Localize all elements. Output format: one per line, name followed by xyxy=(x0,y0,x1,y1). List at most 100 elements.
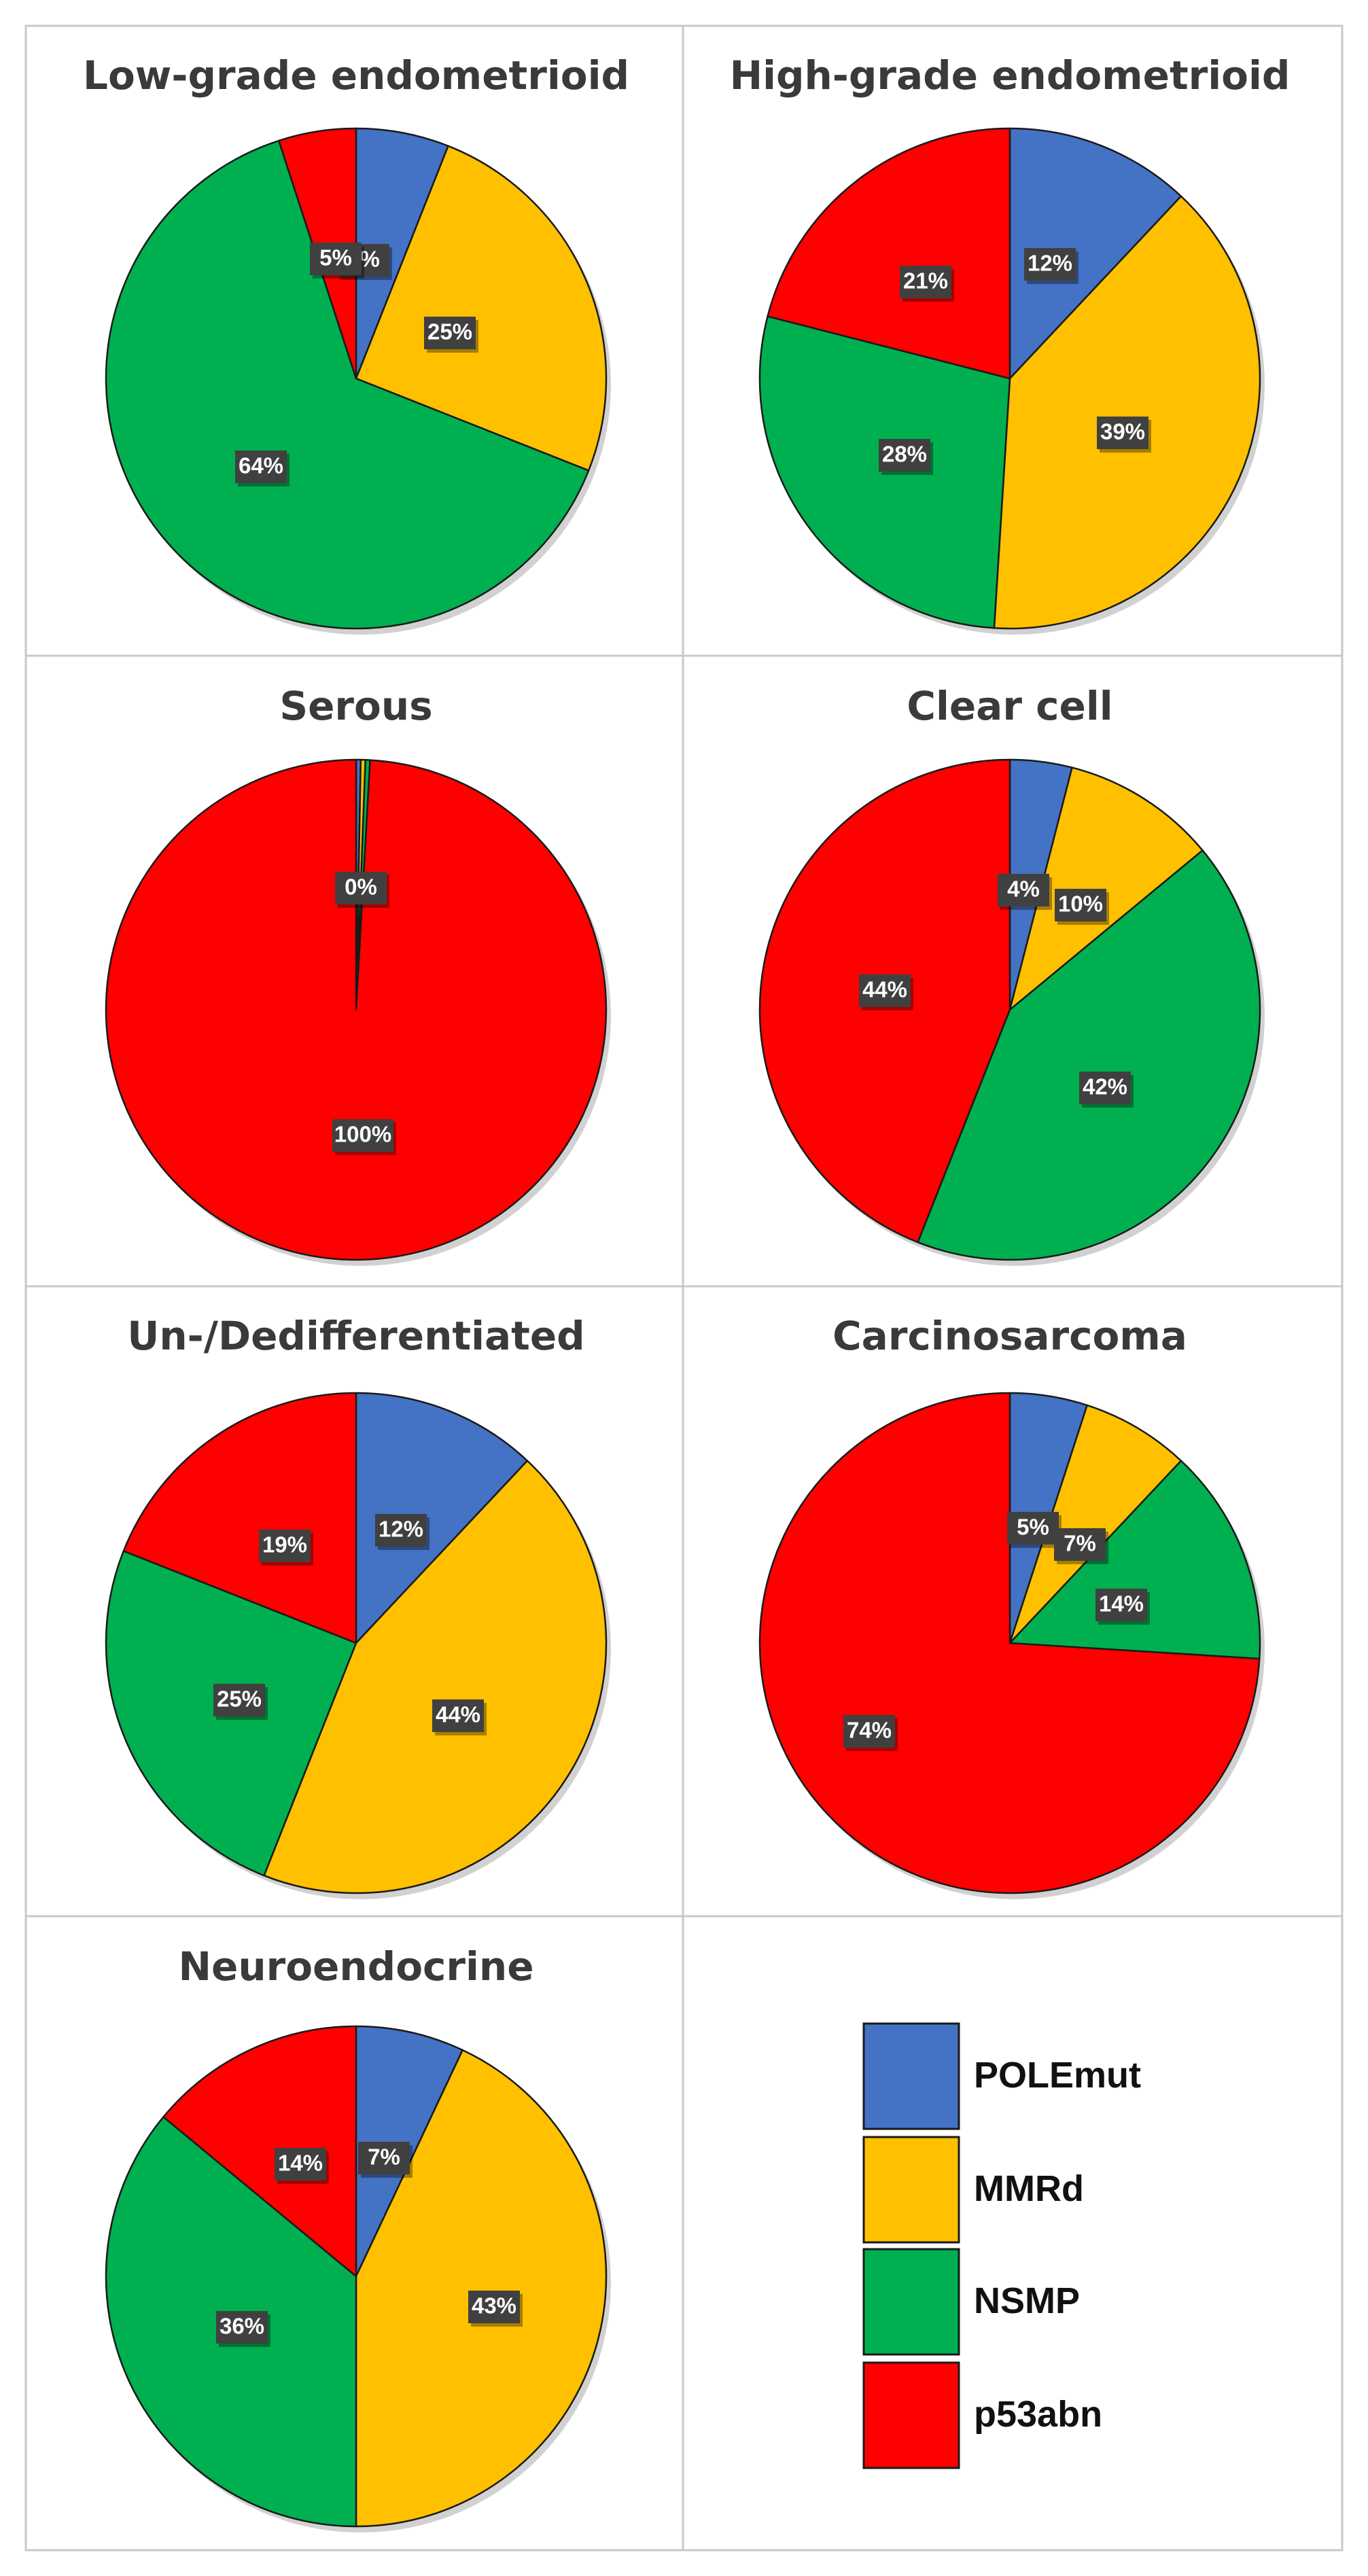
pie-data-label-text: 7% xyxy=(368,2145,400,2170)
pie-data-label-box xyxy=(1055,889,1106,921)
pie-slice-p53abn xyxy=(105,758,608,1261)
pie-data-label: 0% xyxy=(335,872,389,908)
legend-label: MMRd xyxy=(974,2168,1084,2209)
pie-slice-polemut xyxy=(355,127,449,380)
pie-slice-p53abn xyxy=(767,127,1011,380)
pie-data-label-box xyxy=(259,1530,311,1562)
pie-data-label: 25% xyxy=(424,317,478,353)
pie-data-label-text: 36% xyxy=(220,2314,264,2339)
pie-panel-4: Clear cell 4% 10% 42% 44% xyxy=(758,683,1265,1266)
pie-data-label-text: 43% xyxy=(472,2293,516,2318)
pie-panels: Low-grade endometrioid6%25%64%5%High-gra… xyxy=(83,52,1290,2533)
pie-data-label: 42% xyxy=(1079,1072,1134,1108)
pie-data-label-text: 74% xyxy=(847,1718,892,1743)
pie-panel-5: Un-/Dedifferentiated 12% 44% 25% 19% xyxy=(105,1313,611,1899)
pie-data-label-text: 4% xyxy=(1007,877,1040,902)
pie-data-label-box xyxy=(468,2291,520,2323)
pie-data-label-text: 44% xyxy=(436,1702,480,1727)
pie-slice-polemut xyxy=(1009,127,1182,380)
pie-data-label: 14% xyxy=(1095,1589,1150,1625)
legend-item-nsmp: NSMP xyxy=(862,2248,1080,2356)
pie-slice-p53abn xyxy=(122,1392,357,1644)
pie-data-label: 21% xyxy=(900,266,954,302)
pie-data-label-box xyxy=(1024,248,1076,281)
pie-data-label: 100% xyxy=(332,1119,396,1155)
pie-data-label: 74% xyxy=(843,1715,898,1751)
pie-data-label: 28% xyxy=(879,439,933,475)
pie-data-label: 25% xyxy=(213,1684,268,1720)
pie-slice-mmrd xyxy=(993,195,1261,630)
pie-data-label-box xyxy=(859,974,911,1007)
pie-data-label-box xyxy=(1079,1072,1131,1104)
pie-title: Low-grade endometrioid xyxy=(83,52,629,99)
pie-slice-nsmp xyxy=(1009,1460,1261,1660)
pie-data-label-box xyxy=(216,2311,268,2344)
pie-data-label: 5% xyxy=(310,243,364,279)
pie-data-label: 36% xyxy=(216,2311,270,2347)
pie-data-label-text: 0% xyxy=(345,875,377,900)
pie-slice-polemut xyxy=(355,1392,529,1644)
pie-data-label-box xyxy=(213,1684,265,1716)
pie-title: Serous xyxy=(279,683,432,729)
pie-data-label: 7% xyxy=(358,2142,413,2178)
pie-data-label-box xyxy=(310,243,362,275)
grid-lines xyxy=(24,24,1344,2552)
pie-title: Clear cell xyxy=(907,683,1112,729)
pie-slice-p53abn xyxy=(758,1392,1261,1894)
pie-data-label-text: 7% xyxy=(1064,1531,1096,1556)
pie-data-label-box xyxy=(1007,1512,1059,1545)
legend-item-mmrd: MMRd xyxy=(862,2136,1084,2244)
legend-item-polemut: POLEmut xyxy=(862,2022,1141,2130)
pie-slice-nsmp xyxy=(917,849,1261,1261)
pie-data-label: 10% xyxy=(1055,889,1109,925)
pie-data-label: 64% xyxy=(235,451,290,487)
pie-data-label-box xyxy=(424,317,476,349)
pie-data-label: 12% xyxy=(1024,248,1078,284)
pie-data-label-text: 39% xyxy=(1100,419,1145,444)
pie-slice-nsmp xyxy=(105,139,590,630)
legend-swatch xyxy=(862,2136,960,2244)
legend-swatch xyxy=(862,2022,960,2130)
pie-data-label-text: 64% xyxy=(239,453,283,478)
pie-panel-6: Carcinosarcoma 5% 7% 14% 74% xyxy=(758,1313,1265,1899)
pie-data-label: 7% xyxy=(1054,1528,1108,1564)
pie-data-label-box xyxy=(235,451,287,483)
legend: POLEmut MMRd NSMP p53abn xyxy=(862,2022,1141,2469)
pie-data-label-box xyxy=(332,1119,393,1152)
pie-data-label-text: 5% xyxy=(1017,1515,1049,1540)
pie-title: Un-/Dedifferentiated xyxy=(127,1313,584,1359)
pie-data-label-text: 10% xyxy=(1058,892,1103,917)
pie-slice-mmrd xyxy=(263,1460,608,1894)
pie-slice-nsmp xyxy=(758,315,1011,629)
pie-data-label: 4% xyxy=(998,874,1052,910)
pie-slice-p53abn xyxy=(162,2025,357,2278)
pie-title: High-grade endometrioid xyxy=(730,52,1291,99)
pie-data-label: 14% xyxy=(275,2148,329,2184)
pie-data-label-text: 14% xyxy=(278,2151,323,2176)
pie-data-label-box xyxy=(1097,417,1148,449)
pie-data-label-text: 25% xyxy=(217,1687,262,1712)
pie-data-label-box xyxy=(843,1715,895,1748)
pie-title: Carcinosarcoma xyxy=(832,1313,1187,1359)
legend-swatch xyxy=(862,2361,960,2469)
pie-data-label: 5% xyxy=(1007,1512,1062,1548)
pie-data-label-text: 42% xyxy=(1083,1074,1127,1099)
pie-slice-mmrd xyxy=(1009,1404,1182,1644)
pie-panel-7: Neuroendocrine 7% 43% 36% 14% xyxy=(105,1943,611,2533)
pie-panel-2: High-grade endometrioid 12% 39% 28% 21% xyxy=(730,52,1291,635)
pie-data-label-box xyxy=(879,439,930,472)
pie-data-label-text: 28% xyxy=(882,442,927,467)
pie-data-label-text: 12% xyxy=(1028,251,1072,276)
pie-data-label-box xyxy=(358,2142,410,2174)
legend-swatch xyxy=(862,2248,960,2356)
pie-slice-mmrd xyxy=(355,2049,608,2528)
pie-data-label-text: 25% xyxy=(427,319,472,345)
pie-slice-mmrd xyxy=(355,145,608,472)
pie-data-label-box xyxy=(432,1699,484,1732)
pie-data-label: 19% xyxy=(259,1530,313,1566)
pie-data-label-box xyxy=(1095,1589,1147,1621)
pie-data-label-text: 100% xyxy=(334,1122,391,1147)
pie-data-label-text: 44% xyxy=(862,977,907,1002)
